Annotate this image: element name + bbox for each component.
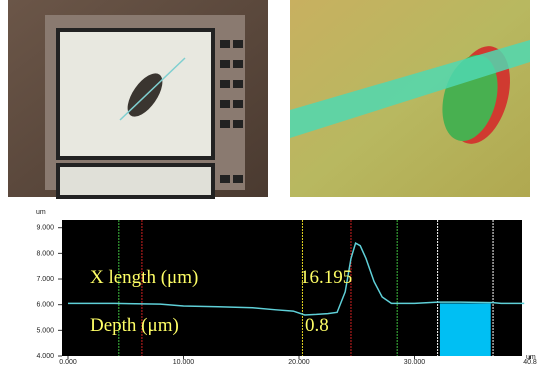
region — [440, 303, 491, 356]
page: umum4.0005.0006.0007.0008.0009.0000.0001… — [0, 0, 539, 367]
y-tick-label: 9.000 — [36, 225, 54, 232]
x-tick-label: 20.000 — [288, 359, 310, 366]
y-axis-unit: um — [36, 209, 46, 216]
y-tick-label: 5.000 — [36, 327, 54, 334]
y-tick-label: 8.000 — [36, 250, 54, 257]
y-tick-label: 7.000 — [36, 276, 54, 283]
x-tick-label: 40.8 — [523, 359, 537, 366]
y-tick-label: 6.000 — [36, 302, 54, 309]
3d-photo — [290, 0, 530, 197]
annotation: X length (μm) — [90, 267, 198, 288]
x-tick-label: 30.000 — [404, 359, 426, 366]
microscope-photo — [8, 0, 268, 197]
annotation: Depth (μm) — [90, 315, 179, 336]
x-tick-label: 10.000 — [173, 359, 195, 366]
y-tick-label: 4.000 — [36, 353, 54, 360]
annotation: 0.8 — [305, 315, 329, 336]
x-tick-label: 0.000 — [59, 359, 77, 366]
annotation: 16.195 — [300, 267, 352, 288]
